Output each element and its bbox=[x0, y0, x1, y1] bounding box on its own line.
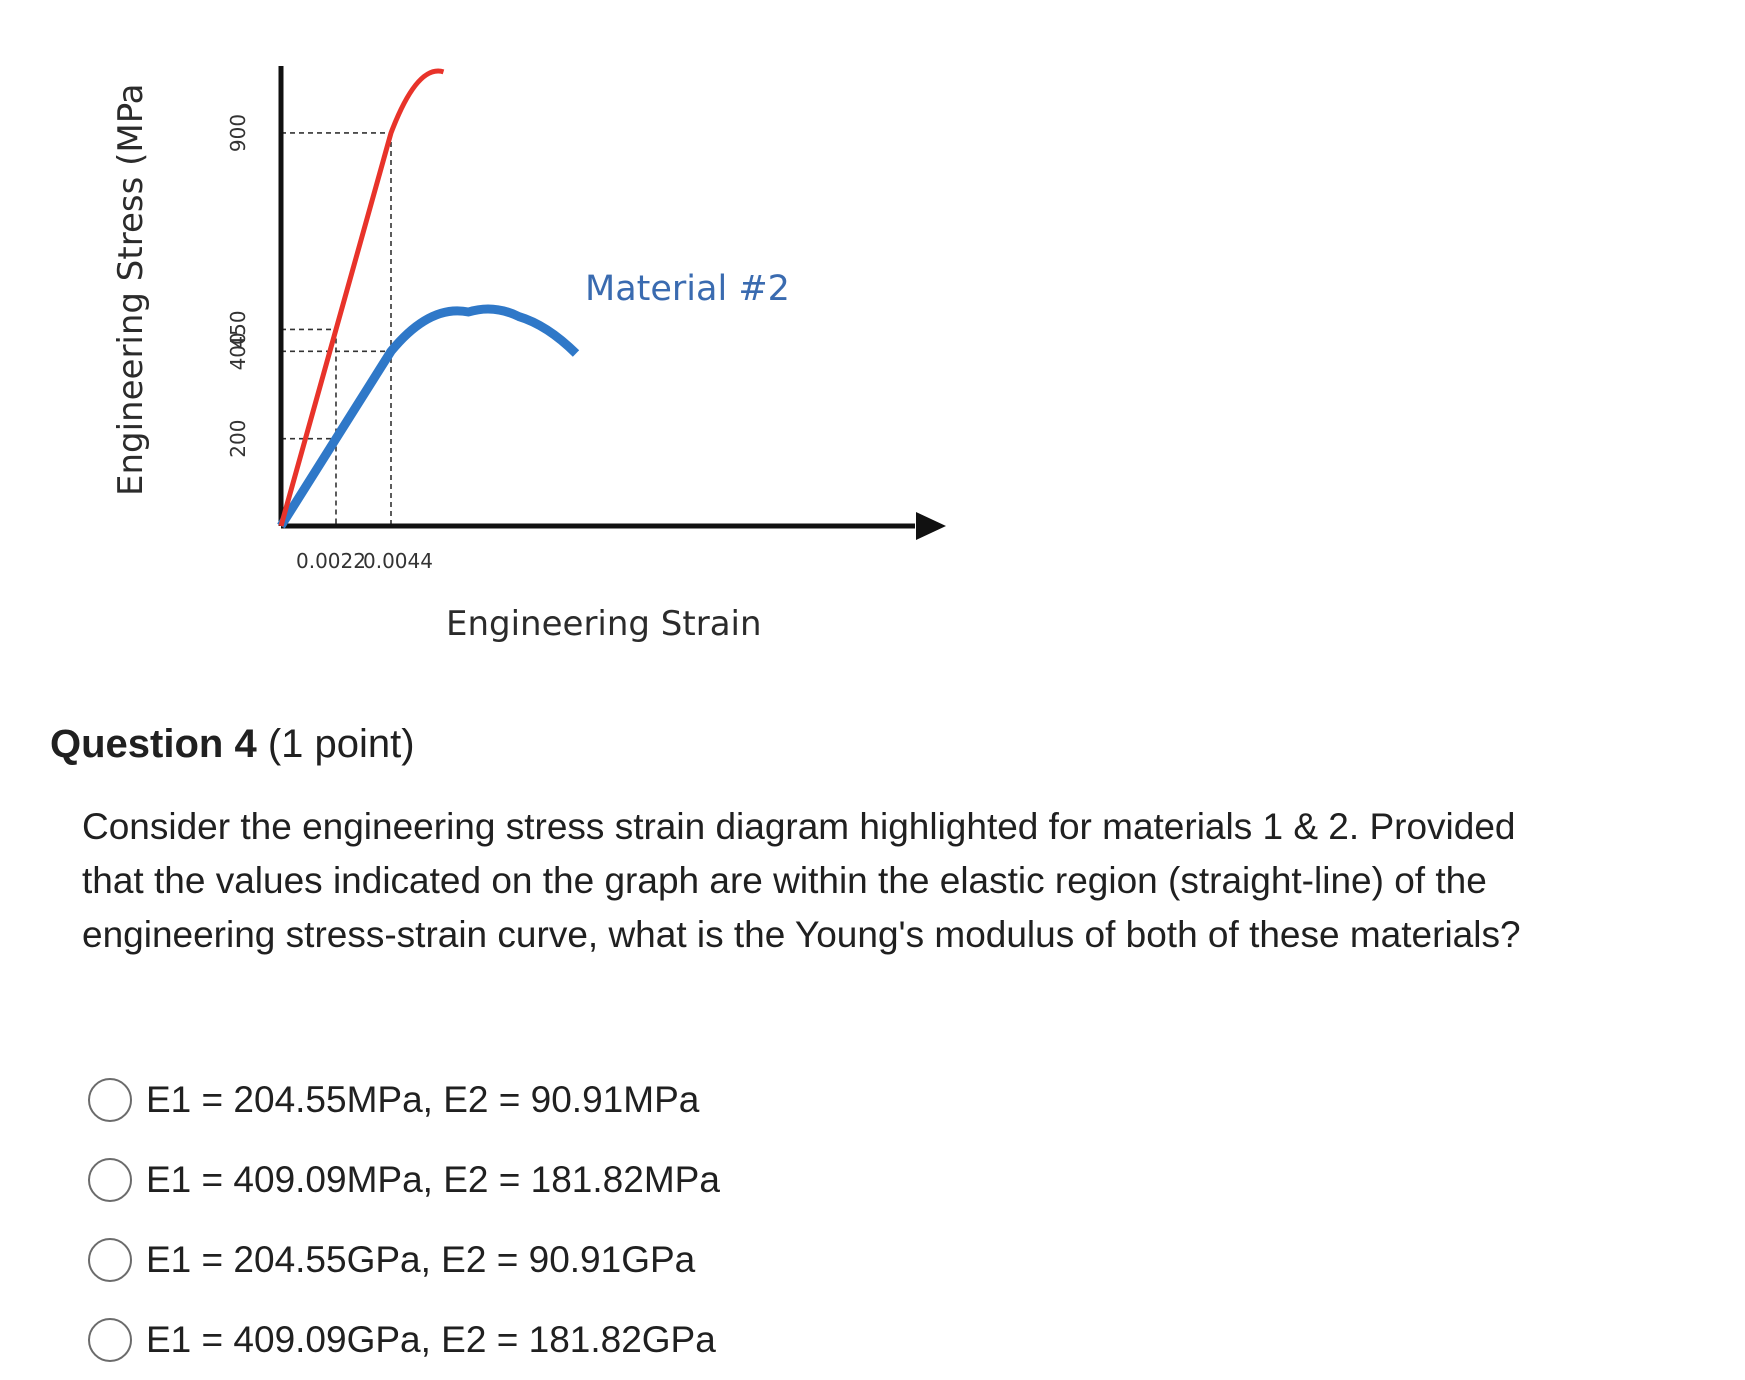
option-label: E1 = 409.09GPa, E2 = 181.82GPa bbox=[146, 1319, 716, 1360]
y-tick-label: 450 bbox=[226, 310, 250, 348]
answer-option-2[interactable]: E1 = 409.09MPa, E2 = 181.82MPa bbox=[88, 1140, 720, 1220]
option-label: E1 = 204.55MPa, E2 = 90.91MPa bbox=[146, 1079, 700, 1120]
material-2-curve bbox=[277, 304, 580, 529]
question-title: Question 4 bbox=[50, 722, 257, 766]
question-points: (1 point) bbox=[267, 722, 415, 766]
y-axis-label: Engineering Stress (MPa bbox=[111, 83, 151, 496]
radio-button-icon[interactable] bbox=[88, 1158, 132, 1202]
answer-option-1[interactable]: E1 = 204.55MPa, E2 = 90.91MPa bbox=[88, 1060, 720, 1140]
radio-button-icon[interactable] bbox=[88, 1318, 132, 1362]
option-label: E1 = 204.55GPa, E2 = 90.91GPa bbox=[146, 1239, 696, 1280]
x-tick-label: 0.0022 bbox=[296, 549, 366, 573]
y-tick-label: 200 bbox=[226, 420, 250, 458]
radio-button-icon[interactable] bbox=[88, 1078, 132, 1122]
material-1-curve bbox=[278, 68, 445, 527]
question-text: Consider the engineering stress strain d… bbox=[82, 806, 1521, 955]
question-header: Question 4 (1 point) bbox=[50, 722, 415, 767]
x-tick-label: 0.0044 bbox=[363, 549, 433, 573]
x-axis-arrow-icon bbox=[916, 512, 946, 540]
answer-options: E1 = 204.55MPa, E2 = 90.91MPa E1 = 409.0… bbox=[88, 1060, 720, 1380]
material-2-annotation: Material #2 bbox=[585, 269, 790, 309]
answer-option-4[interactable]: E1 = 409.09GPa, E2 = 181.82GPa bbox=[88, 1300, 720, 1380]
x-axis-label: Engineering Strain bbox=[446, 604, 762, 644]
answer-option-3[interactable]: E1 = 204.55GPa, E2 = 90.91GPa bbox=[88, 1220, 720, 1300]
y-tick-label: 900 bbox=[226, 114, 250, 152]
option-label: E1 = 409.09MPa, E2 = 181.82MPa bbox=[146, 1159, 720, 1200]
y-tick-label: 400 bbox=[226, 332, 250, 370]
radio-button-icon[interactable] bbox=[88, 1238, 132, 1282]
